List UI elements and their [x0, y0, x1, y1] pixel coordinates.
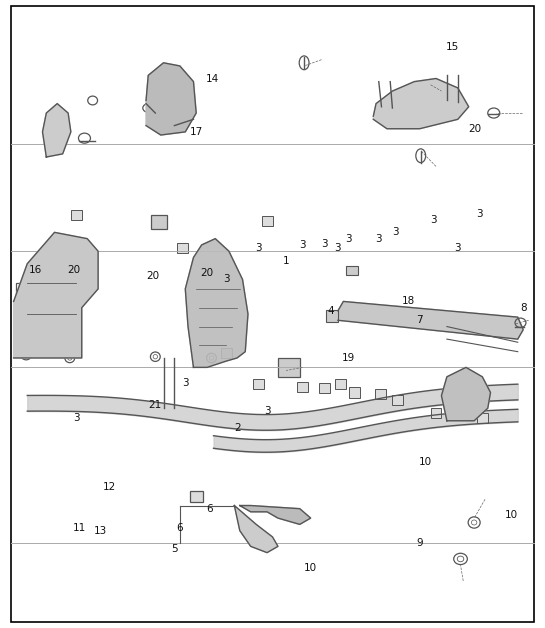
Text: 3: 3 — [223, 274, 229, 284]
Polygon shape — [234, 506, 278, 553]
Bar — [431, 408, 441, 418]
Text: 15: 15 — [446, 42, 459, 52]
Text: 20: 20 — [469, 124, 482, 134]
Bar — [151, 215, 167, 229]
Text: 3: 3 — [182, 378, 189, 388]
Text: 3: 3 — [299, 240, 306, 250]
Text: 10: 10 — [304, 563, 317, 573]
Polygon shape — [43, 104, 71, 157]
Text: 8: 8 — [520, 303, 526, 313]
Text: 3: 3 — [321, 239, 328, 249]
Text: 10: 10 — [505, 510, 518, 520]
Polygon shape — [240, 506, 311, 524]
Text: 12: 12 — [102, 482, 116, 492]
Text: 20: 20 — [67, 265, 80, 275]
Text: 3: 3 — [335, 243, 341, 253]
Bar — [16, 283, 38, 323]
Text: 21: 21 — [149, 400, 162, 410]
Bar — [221, 348, 232, 358]
Text: 3: 3 — [430, 215, 437, 225]
Polygon shape — [373, 78, 469, 129]
Bar — [346, 266, 358, 275]
Bar — [375, 389, 386, 399]
Polygon shape — [146, 63, 196, 135]
Text: 16: 16 — [29, 265, 42, 275]
Text: 3: 3 — [392, 227, 399, 237]
Bar — [278, 358, 300, 377]
Bar — [177, 243, 188, 253]
Bar — [262, 216, 272, 226]
Text: 11: 11 — [72, 522, 86, 533]
Text: 19: 19 — [342, 353, 355, 363]
Text: 17: 17 — [190, 127, 203, 137]
Text: 3: 3 — [455, 243, 461, 253]
Bar — [190, 491, 203, 502]
Text: 6: 6 — [177, 522, 183, 533]
Bar — [71, 210, 82, 220]
Polygon shape — [441, 367, 490, 421]
Text: 3: 3 — [346, 234, 352, 244]
Text: 7: 7 — [416, 315, 423, 325]
Text: 1: 1 — [283, 256, 289, 266]
Bar — [319, 383, 330, 393]
Text: 13: 13 — [94, 526, 107, 536]
Bar — [477, 413, 488, 423]
Text: 6: 6 — [207, 504, 213, 514]
Bar — [335, 379, 346, 389]
Bar — [455, 378, 466, 388]
Text: 18: 18 — [402, 296, 415, 306]
Text: 3: 3 — [476, 208, 483, 219]
Polygon shape — [338, 301, 523, 339]
Text: 9: 9 — [416, 538, 423, 548]
Bar — [297, 382, 308, 392]
Text: 20: 20 — [201, 268, 214, 278]
Text: 4: 4 — [328, 306, 334, 316]
Text: 14: 14 — [206, 73, 219, 84]
Bar — [349, 387, 360, 398]
Text: 3: 3 — [73, 413, 80, 423]
Polygon shape — [185, 239, 248, 367]
Bar — [392, 395, 403, 405]
Bar — [253, 379, 264, 389]
Text: 3: 3 — [264, 406, 270, 416]
Text: 3: 3 — [376, 234, 382, 244]
Text: 10: 10 — [419, 457, 432, 467]
Text: 5: 5 — [171, 544, 178, 555]
Bar — [326, 310, 338, 322]
Polygon shape — [14, 232, 98, 358]
Text: 2: 2 — [234, 423, 240, 433]
Text: 20: 20 — [146, 271, 159, 281]
Text: 3: 3 — [256, 243, 262, 253]
